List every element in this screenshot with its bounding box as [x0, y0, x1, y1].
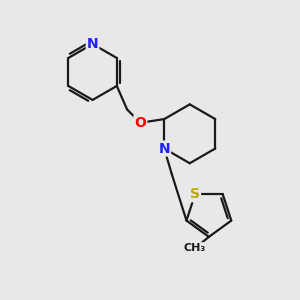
Text: CH₃: CH₃	[183, 243, 205, 253]
Text: S: S	[190, 187, 200, 201]
Text: N: N	[87, 37, 98, 51]
Text: N: N	[158, 142, 170, 155]
Text: O: O	[134, 116, 146, 130]
